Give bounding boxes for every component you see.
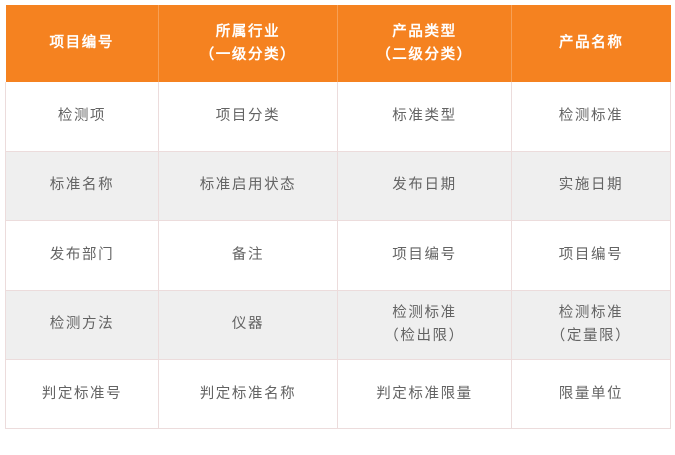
cell-text-line1: 发布部门 [49, 246, 115, 263]
table-cell: 检测方法 [5, 290, 159, 361]
header-text-line1: 项目编号 [49, 35, 114, 52]
table-cell: 检测标准 （定量限） [511, 290, 671, 361]
column-header-product-name: 产品名称 [511, 5, 671, 82]
table-body: 检测项 项目分类 标准类型 检测标准 标准名称 [5, 82, 671, 430]
table-cell: 发布部门 [5, 220, 159, 291]
cell-text-line1: 项目编号 [558, 246, 624, 263]
table-row: 判定标准号 判定标准名称 判定标准限量 限量单位 [5, 359, 671, 430]
table-cell: 检测项 [5, 82, 159, 152]
header-text-line1: 产品名称 [559, 35, 624, 52]
cell-text-line1: 限量单位 [558, 385, 624, 402]
header-text-line2: （二级分类） [376, 46, 473, 63]
table-cell: 项目分类 [158, 82, 338, 152]
table-row: 检测项 项目分类 标准类型 检测标准 [5, 82, 671, 152]
table-cell: 项目编号 [511, 220, 671, 291]
column-header-project-number: 项目编号 [5, 5, 159, 82]
table-cell: 判定标准限量 [337, 359, 512, 430]
cell-text-line1: 判定标准限量 [376, 385, 473, 402]
column-header-product-type: 产品类型 （二级分类） [337, 5, 512, 82]
cell-text-line1: 发布日期 [392, 177, 457, 194]
table-header: 项目编号 所属行业 （一级分类） 产品类型 （二级分类） 产品名称 [5, 5, 671, 82]
table-cell: 标准类型 [337, 82, 512, 152]
header-text-line1: 产品类型 [392, 24, 457, 41]
cell-text-line1: 标准名称 [49, 177, 115, 194]
cell-text-line1: 项目编号 [392, 246, 457, 263]
table-row: 检测方法 仪器 检测标准 （检出限） 检测标准 （定量限） [5, 290, 671, 361]
table-row: 标准名称 标准启用状态 发布日期 实施日期 [5, 151, 671, 222]
cell-text-line2: （检出限） [384, 327, 465, 344]
table-cell: 仪器 [158, 290, 338, 361]
cell-text-line1: 实施日期 [558, 177, 624, 194]
cell-text-line1: 判定标准名称 [199, 385, 297, 402]
table-cell: 判定标准名称 [158, 359, 338, 430]
cell-text-line1: 标准启用状态 [199, 177, 297, 194]
cell-text-line1: 检测项 [57, 107, 107, 124]
table-cell: 判定标准号 [5, 359, 159, 430]
field-definition-table: 项目编号 所属行业 （一级分类） 产品类型 （二级分类） 产品名称 [5, 5, 671, 430]
cell-text-line1: 检测标准 [392, 304, 457, 321]
cell-text-line1: 备注 [231, 246, 265, 263]
header-text-line2: （一级分类） [199, 46, 297, 63]
cell-text-line1: 项目分类 [215, 107, 281, 124]
cell-text-line2: （定量限） [550, 327, 632, 344]
column-header-industry: 所属行业 （一级分类） [158, 5, 338, 82]
table-cell: 标准启用状态 [158, 151, 338, 222]
cell-text-line1: 检测方法 [49, 316, 115, 333]
table-row: 发布部门 备注 项目编号 项目编号 [5, 220, 671, 291]
header-text-line1: 所属行业 [215, 24, 281, 41]
cell-text-line1: 检测标准 [558, 304, 624, 321]
table-cell: 检测标准 [511, 82, 671, 152]
table-cell: 限量单位 [511, 359, 671, 430]
table-cell: 项目编号 [337, 220, 512, 291]
cell-text-line1: 判定标准号 [41, 385, 123, 402]
table-cell: 实施日期 [511, 151, 671, 222]
cell-text-line1: 标准类型 [392, 107, 457, 124]
table-cell: 发布日期 [337, 151, 512, 222]
cell-text-line1: 检测标准 [558, 107, 624, 124]
cell-text-line1: 仪器 [231, 316, 265, 333]
table-cell: 备注 [158, 220, 338, 291]
table-cell: 标准名称 [5, 151, 159, 222]
header-row: 项目编号 所属行业 （一级分类） 产品类型 （二级分类） 产品名称 [5, 5, 671, 82]
table-cell: 检测标准 （检出限） [337, 290, 512, 361]
